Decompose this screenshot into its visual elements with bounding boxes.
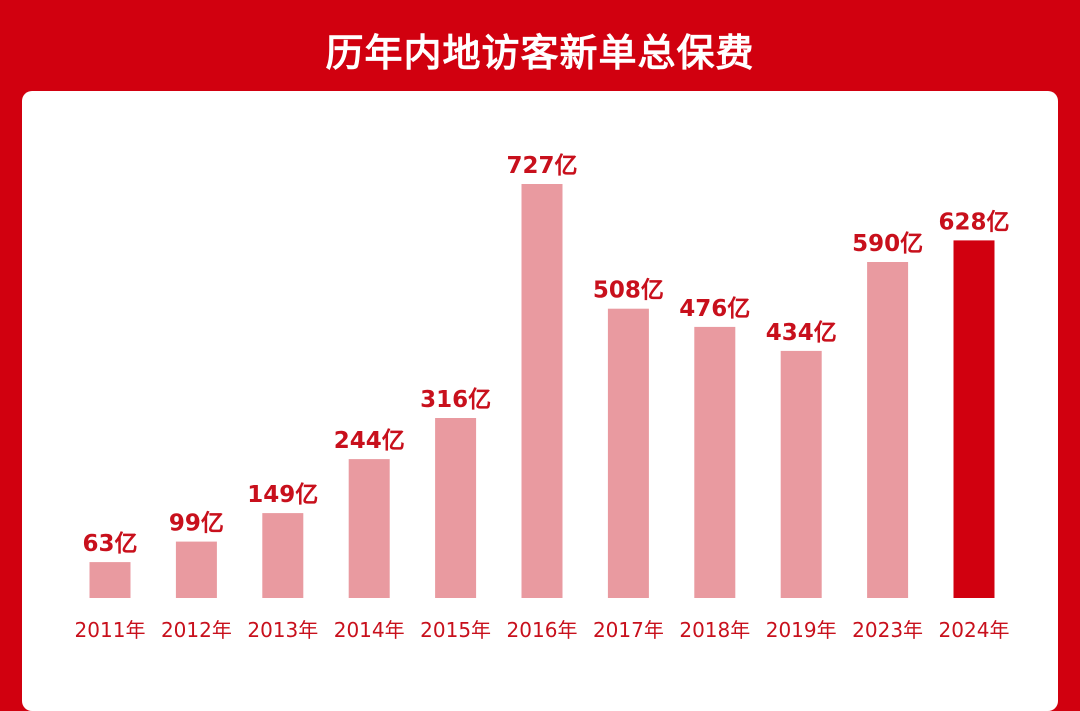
category-label: 2019年 [766, 618, 837, 642]
category-label: 2014年 [334, 618, 405, 642]
category-label: 2011年 [75, 618, 146, 642]
value-label: 99亿 [169, 511, 224, 537]
value-label: 476亿 [679, 296, 750, 322]
value-label: 590亿 [852, 231, 923, 257]
value-label: 149亿 [247, 482, 318, 508]
page-title: 历年内地访客新单总保费 [325, 31, 755, 75]
category-label: 2016年 [507, 618, 578, 642]
bar-2016年 [521, 184, 563, 598]
bar-2013年 [262, 513, 304, 598]
category-label: 2013年 [247, 618, 318, 642]
bar-2014年 [348, 459, 390, 598]
category-label: 2015年 [420, 618, 491, 642]
category-label: 2012年 [161, 618, 232, 642]
value-label: 727亿 [506, 153, 577, 179]
value-label: 316亿 [420, 387, 491, 413]
value-label: 244亿 [334, 428, 405, 454]
bar-2024年 [953, 240, 995, 598]
bar-2017年 [607, 308, 649, 598]
category-label: 2017年 [593, 618, 664, 642]
bar-2018年 [694, 326, 736, 598]
bar-2011年 [89, 562, 131, 598]
value-label: 508亿 [593, 278, 664, 304]
bar-chart: 63亿 2011年 99亿 2012年 149亿 2013年 244亿 2014年 316亿 20… [75, 153, 1010, 642]
value-label: 63亿 [82, 531, 137, 557]
bar-2012年 [175, 541, 217, 598]
category-label: 2018年 [679, 618, 750, 642]
value-label: 628亿 [938, 209, 1009, 235]
category-label: 2024年 [939, 618, 1010, 642]
category-label: 2023年 [852, 618, 923, 642]
bar-2023年 [867, 262, 909, 598]
value-label: 434亿 [766, 320, 837, 346]
bar-2015年 [435, 418, 477, 598]
bar-2019年 [780, 350, 822, 598]
chart-panel: 63亿 2011年 99亿 2012年 149亿 2013年 244亿 2014年 316亿 20… [22, 91, 1058, 711]
